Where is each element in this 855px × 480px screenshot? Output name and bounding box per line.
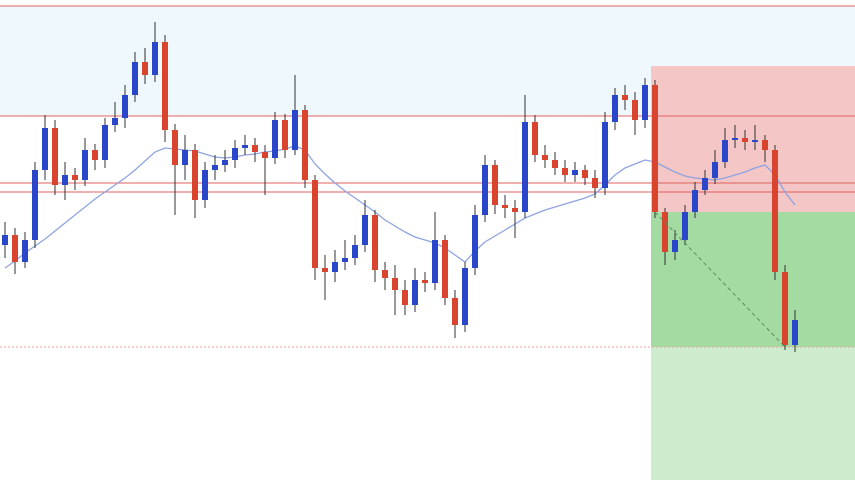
candle-body	[192, 150, 198, 200]
candle-body	[632, 100, 638, 120]
candle-body	[442, 240, 448, 298]
candle-body	[292, 110, 298, 150]
candle-body	[522, 122, 528, 212]
candle-body	[152, 42, 158, 75]
candle-body	[372, 215, 378, 270]
candle-body	[422, 280, 428, 283]
candle-body	[762, 140, 768, 150]
candle-body	[792, 320, 798, 345]
candle-body	[752, 140, 758, 142]
candle-body	[182, 150, 188, 165]
candle-body	[572, 170, 578, 175]
candle-body	[592, 178, 598, 188]
candle-body	[402, 290, 408, 305]
candle-body	[502, 205, 508, 208]
candle-body	[212, 165, 218, 170]
candle-body	[302, 110, 308, 180]
trade-path	[654, 211, 786, 348]
candle-body	[722, 140, 728, 162]
candle-body	[472, 215, 478, 268]
candle-body	[92, 150, 98, 160]
candle-body	[622, 95, 628, 100]
moving-average	[4, 145, 796, 269]
candle-body	[452, 298, 458, 325]
candle-body	[682, 212, 688, 240]
candle-body	[412, 280, 418, 305]
candle-body	[642, 85, 648, 120]
candle-body	[132, 62, 138, 95]
candle-body	[162, 42, 168, 130]
candle-body	[602, 122, 608, 188]
candle-body	[62, 175, 68, 185]
candle-body	[332, 262, 338, 272]
candle-body	[232, 148, 238, 160]
candle-body	[282, 120, 288, 150]
candle-body	[782, 272, 788, 345]
candle-body	[612, 95, 618, 122]
candle-body	[262, 152, 268, 158]
candle-body	[12, 235, 18, 262]
candle-body	[342, 258, 348, 262]
candle-body	[392, 278, 398, 290]
candle-body	[672, 240, 678, 252]
candle-body	[712, 162, 718, 178]
candle-body	[432, 240, 438, 283]
candle-body	[352, 245, 358, 258]
candle-body	[542, 155, 548, 160]
candle-body	[362, 215, 368, 245]
candle-body	[492, 165, 498, 205]
candle-body	[42, 128, 48, 170]
candle-body	[272, 120, 278, 158]
candle-body	[52, 128, 58, 185]
candle-body	[482, 165, 488, 215]
candle-body	[202, 170, 208, 200]
stop-loss-zone	[651, 66, 855, 212]
candle-body	[772, 150, 778, 272]
take-profit-zone	[651, 212, 855, 347]
candle-body	[742, 138, 748, 142]
candle-body	[382, 270, 388, 278]
target-extension-zone	[651, 347, 855, 480]
candle-body	[462, 268, 468, 325]
candle-body	[172, 130, 178, 165]
candle-body	[242, 145, 248, 148]
candle-body	[32, 170, 38, 240]
candle-body	[72, 175, 78, 180]
candle-body	[702, 178, 708, 190]
candle-body	[322, 268, 328, 272]
candle-body	[552, 160, 558, 168]
candle-body	[512, 208, 518, 212]
candle-body	[732, 138, 738, 140]
candle-body	[532, 122, 538, 155]
candle-body	[252, 145, 258, 152]
candle-body	[102, 125, 108, 160]
candle-body	[22, 240, 28, 262]
candle-body	[142, 62, 148, 75]
candle-body	[652, 85, 658, 212]
candle-body	[82, 150, 88, 180]
candle-body	[692, 190, 698, 212]
candle-body	[312, 180, 318, 268]
candle-body	[122, 95, 128, 118]
candle-body	[582, 170, 588, 178]
candle-body	[2, 235, 8, 245]
candle-body	[222, 160, 228, 165]
candle-body	[112, 118, 118, 125]
candle-body	[562, 168, 568, 175]
candle-body	[662, 212, 668, 252]
